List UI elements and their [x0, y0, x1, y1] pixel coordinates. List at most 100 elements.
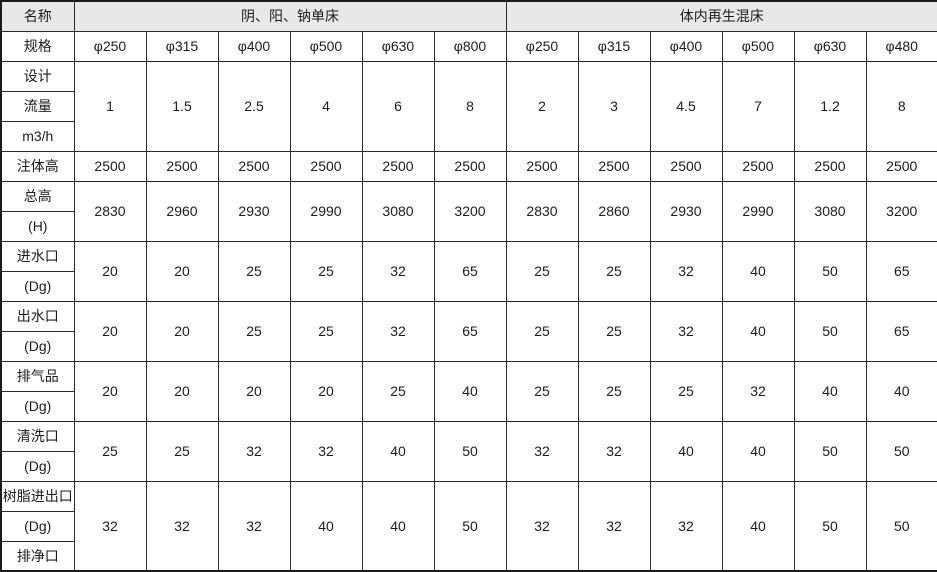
data-cell: 2500 [649, 150, 723, 182]
spec-cell: φ315 [577, 30, 651, 62]
data-cell: 2500 [865, 150, 937, 182]
data-cell: 40 [721, 480, 795, 572]
spec-cell: φ500 [289, 30, 363, 62]
data-cell: 32 [217, 480, 291, 572]
spec-cell: φ250 [73, 30, 147, 62]
data-cell: 25 [145, 420, 219, 482]
data-cell: 1 [73, 60, 147, 152]
spec-cell: φ630 [793, 30, 867, 62]
data-cell: 50 [433, 420, 507, 482]
data-cell: 40 [721, 300, 795, 362]
data-cell: 20 [145, 240, 219, 302]
data-cell: 25 [217, 300, 291, 362]
data-cell: 32 [505, 480, 579, 572]
data-cell: 20 [217, 360, 291, 422]
data-cell: 2.5 [217, 60, 291, 152]
data-cell: 40 [721, 420, 795, 482]
spec-cell: φ500 [721, 30, 795, 62]
data-cell: 32 [145, 480, 219, 572]
data-cell: 32 [577, 480, 651, 572]
data-cell: 40 [793, 360, 867, 422]
data-cell: 8 [433, 60, 507, 152]
row-label: 规格 [0, 30, 75, 62]
data-cell: 50 [793, 480, 867, 572]
water-inlet-row-sub: (Dg) [0, 270, 937, 302]
spec-cell: φ800 [433, 30, 507, 62]
data-cell: 25 [505, 240, 579, 302]
resin-port-row: 树脂进出口 32 32 32 40 40 50 32 32 32 40 50 5… [0, 480, 937, 572]
row-label: m3/h [0, 120, 75, 152]
data-cell: 50 [433, 480, 507, 572]
header-group-right: 体内再生混床 [505, 0, 937, 32]
data-cell: 32 [73, 480, 147, 572]
spec-cell: φ630 [361, 30, 435, 62]
wash-port-row: 清洗口 25 25 32 32 40 50 32 32 40 40 50 50 [0, 420, 937, 482]
data-cell: 3 [577, 60, 651, 152]
data-cell: 3080 [361, 180, 435, 242]
data-cell: 2830 [73, 180, 147, 242]
vent-port-row-sub: (Dg) [0, 390, 937, 422]
spec-cell: φ480 [865, 30, 937, 62]
data-cell: 40 [865, 360, 937, 422]
data-cell: 40 [361, 480, 435, 572]
data-cell: 2500 [505, 150, 579, 182]
spec-row: 规格 φ250 φ315 φ400 φ500 φ630 φ800 φ250 φ3… [0, 30, 937, 62]
data-cell: 3200 [865, 180, 937, 242]
resin-port-row-sub: (Dg) [0, 510, 937, 542]
data-cell: 25 [649, 360, 723, 422]
row-label: (Dg) [0, 390, 75, 422]
wash-port-row-sub: (Dg) [0, 450, 937, 482]
row-label: 注体高 [0, 150, 75, 182]
data-cell: 2500 [145, 150, 219, 182]
data-cell: 2500 [289, 150, 363, 182]
data-cell: 2500 [217, 150, 291, 182]
data-cell: 40 [361, 420, 435, 482]
data-cell: 8 [865, 60, 937, 152]
row-label: 排气品 [0, 360, 75, 392]
data-cell: 2930 [217, 180, 291, 242]
row-label: (Dg) [0, 270, 75, 302]
header-name-cell: 名称 [0, 0, 75, 32]
data-cell: 2500 [793, 150, 867, 182]
data-cell: 25 [289, 300, 363, 362]
data-cell: 32 [361, 240, 435, 302]
row-label: 进水口 [0, 240, 75, 272]
data-cell: 50 [793, 240, 867, 302]
data-cell: 65 [865, 240, 937, 302]
row-label: 清洗口 [0, 420, 75, 452]
data-cell: 2960 [145, 180, 219, 242]
data-cell: 50 [793, 300, 867, 362]
data-cell: 25 [289, 240, 363, 302]
data-cell: 25 [577, 300, 651, 362]
data-cell: 32 [649, 300, 723, 362]
data-cell: 32 [577, 420, 651, 482]
data-cell: 25 [217, 240, 291, 302]
spec-cell: φ250 [505, 30, 579, 62]
data-cell: 65 [433, 240, 507, 302]
data-cell: 2 [505, 60, 579, 152]
data-cell: 25 [577, 240, 651, 302]
data-cell: 50 [865, 420, 937, 482]
row-label: (Dg) [0, 330, 75, 362]
data-cell: 25 [577, 360, 651, 422]
data-cell: 2990 [289, 180, 363, 242]
body-height-row: 注体高 2500 2500 2500 2500 2500 2500 2500 2… [0, 150, 937, 182]
data-cell: 20 [73, 240, 147, 302]
data-cell: 32 [649, 240, 723, 302]
data-cell: 2500 [73, 150, 147, 182]
data-cell: 25 [361, 360, 435, 422]
water-inlet-row: 进水口 20 20 25 25 32 65 25 25 32 40 50 65 [0, 240, 937, 302]
data-cell: 25 [505, 300, 579, 362]
data-cell: 40 [433, 360, 507, 422]
row-label: 流量 [0, 90, 75, 122]
data-cell: 2830 [505, 180, 579, 242]
data-cell: 2990 [721, 180, 795, 242]
data-cell: 2500 [433, 150, 507, 182]
data-cell: 65 [433, 300, 507, 362]
data-cell: 4.5 [649, 60, 723, 152]
data-cell: 20 [145, 360, 219, 422]
data-cell: 20 [289, 360, 363, 422]
data-cell: 3200 [433, 180, 507, 242]
row-label: (Dg) [0, 510, 75, 542]
